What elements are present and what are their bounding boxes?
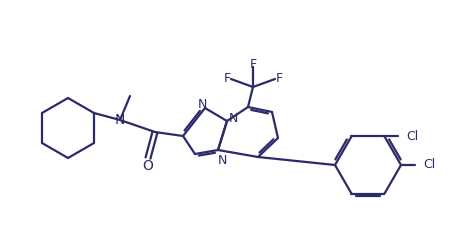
Text: Cl: Cl xyxy=(422,159,434,172)
Text: N: N xyxy=(228,113,237,126)
Text: N: N xyxy=(115,113,125,127)
Text: N: N xyxy=(197,98,206,111)
Text: F: F xyxy=(223,72,230,85)
Text: Cl: Cl xyxy=(405,130,418,143)
Text: F: F xyxy=(249,59,256,72)
Text: F: F xyxy=(275,72,282,85)
Text: O: O xyxy=(142,159,153,173)
Text: N: N xyxy=(217,153,226,167)
